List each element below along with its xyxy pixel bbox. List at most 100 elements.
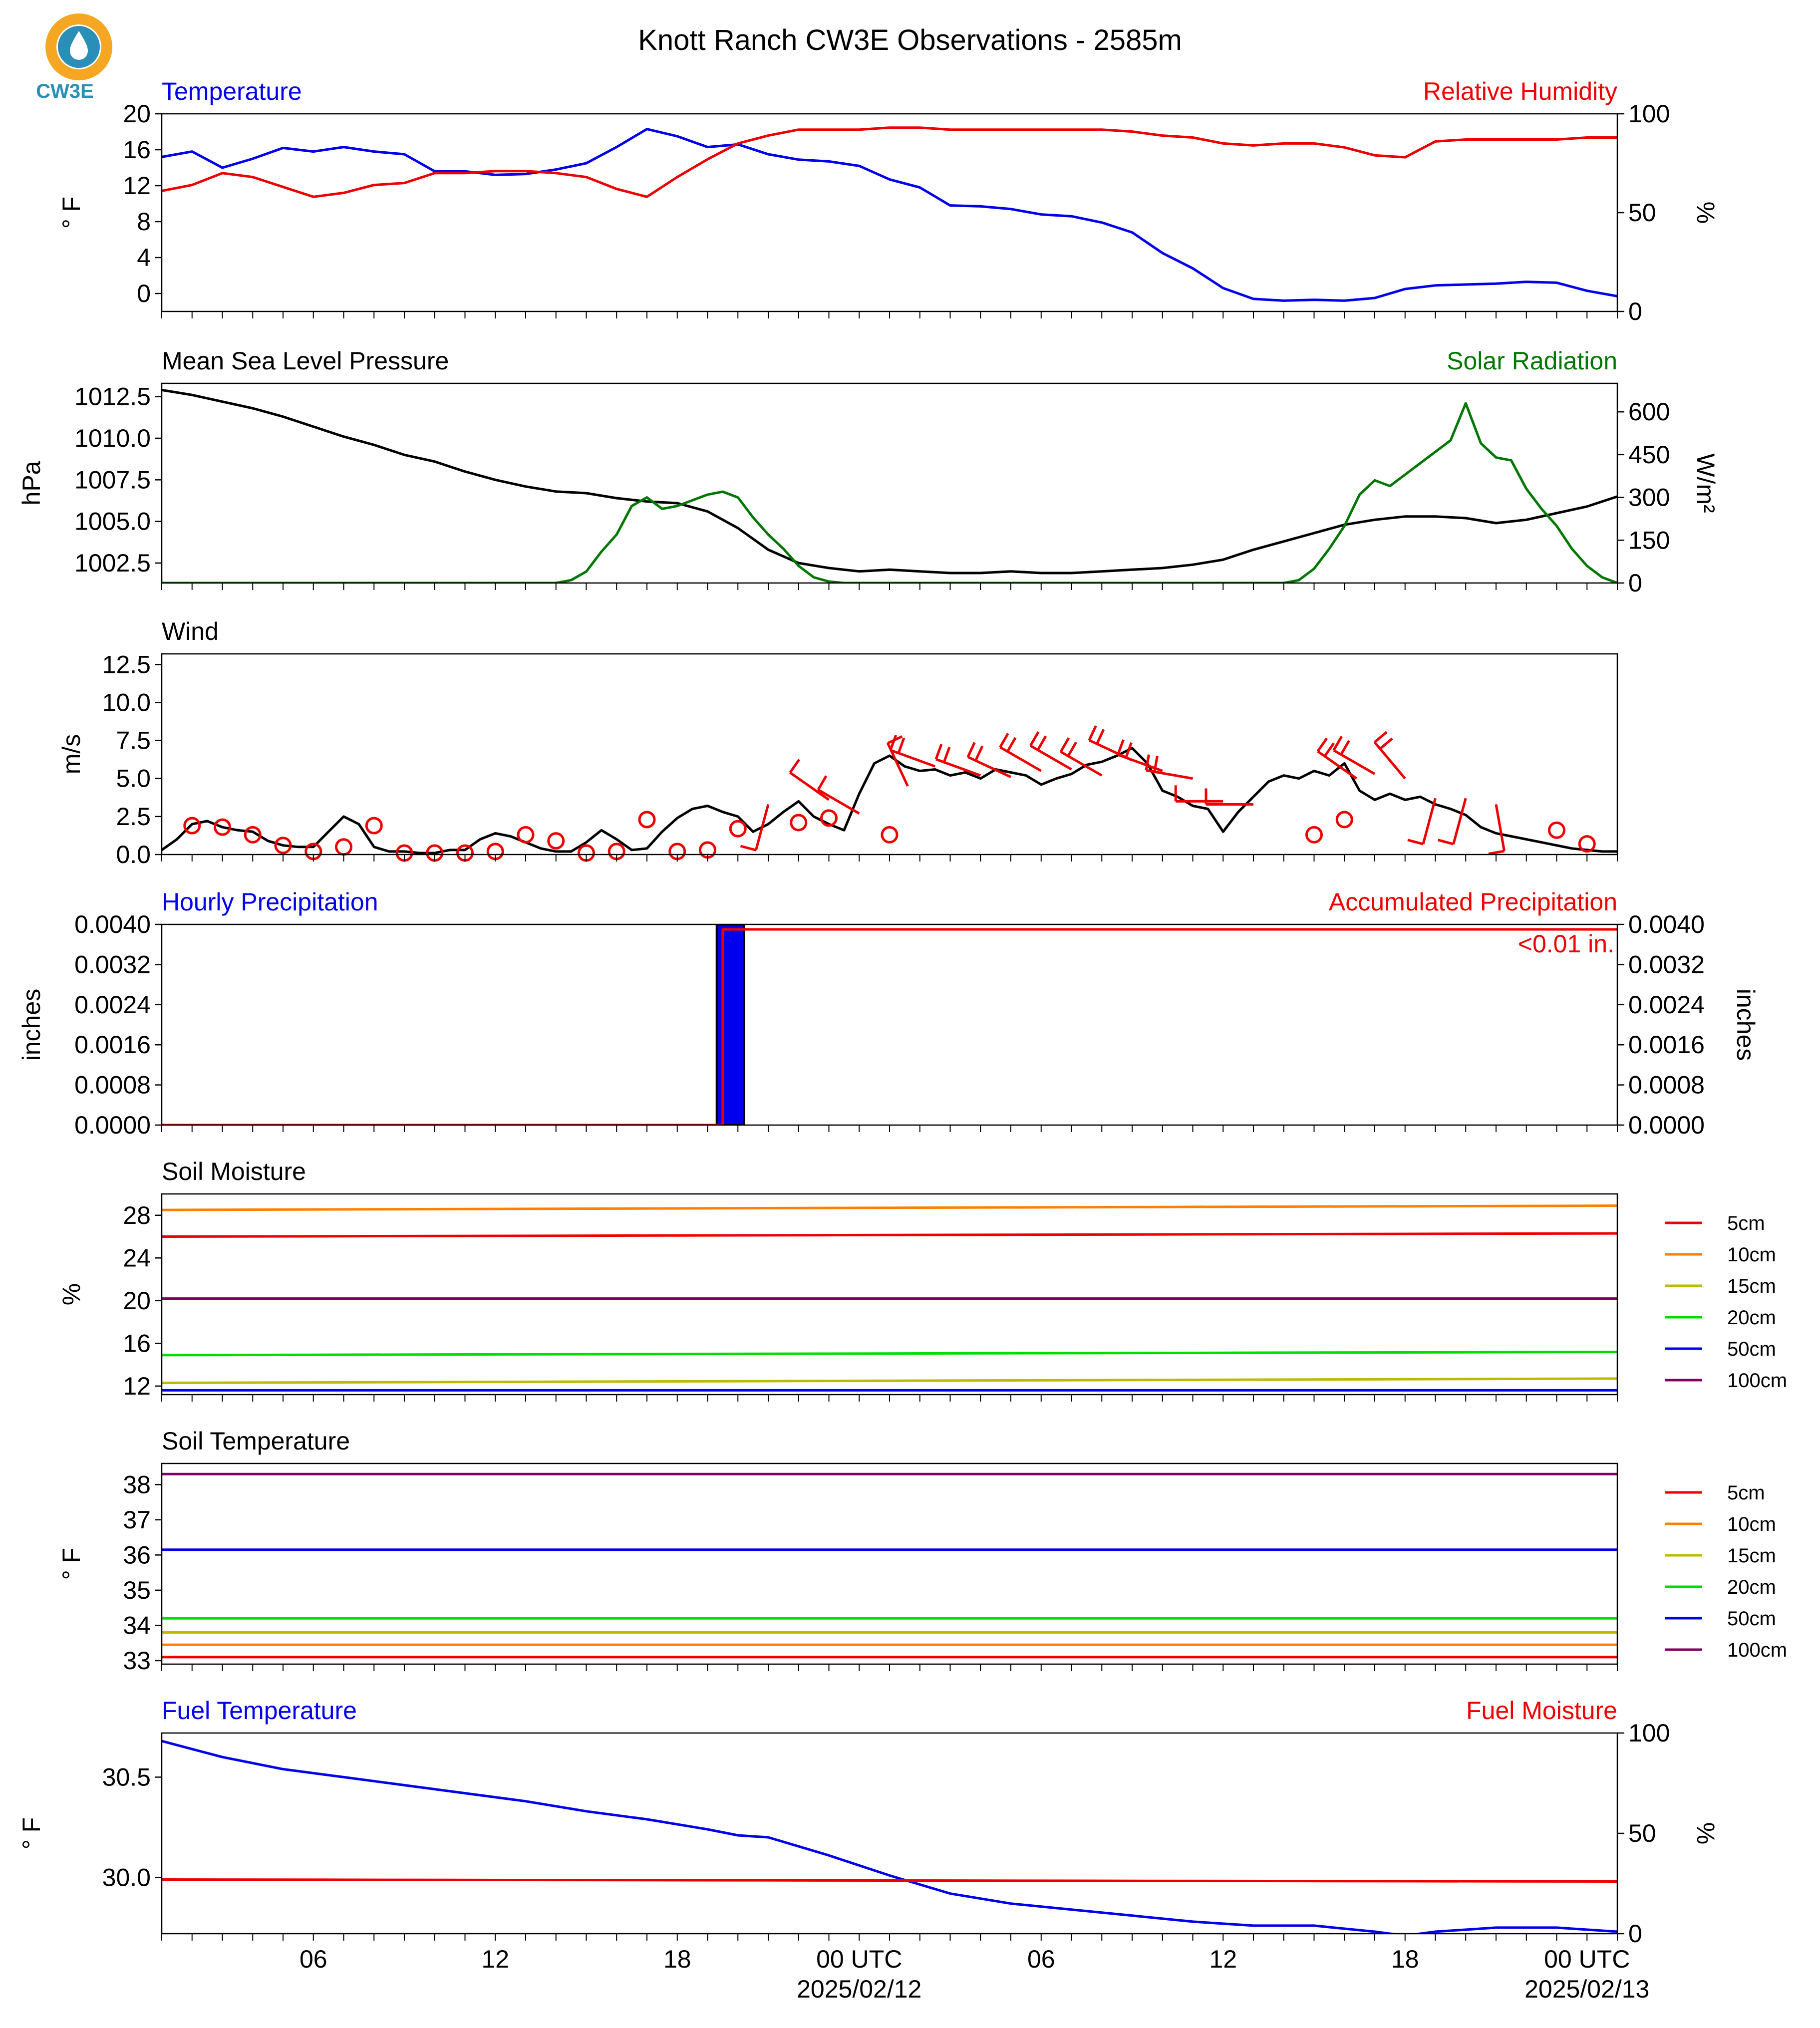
x-tick-label: 06 [1027, 1945, 1055, 1973]
wind-barb-flag [974, 745, 984, 761]
series-line-0 [162, 928, 1617, 1125]
wind-barb [934, 744, 981, 777]
series-line-1 [162, 126, 1617, 198]
panel-data [162, 747, 1617, 855]
y2-tick-label: 0 [1628, 297, 1642, 325]
y2-tick-label: 450 [1628, 441, 1670, 469]
legend-label: 20cm [1727, 1307, 1776, 1329]
series-line-15cm [162, 1377, 1617, 1384]
panel-frame [161, 113, 1618, 312]
wind-barb [889, 734, 935, 768]
panel-title-left: Fuel Temperature [162, 1697, 357, 1725]
wind-barb [789, 759, 830, 801]
y-tick-label: 4 [137, 244, 151, 272]
wind-barb [999, 733, 1042, 772]
y-tick-label: 35 [123, 1576, 151, 1604]
wind-barb-staff [1422, 798, 1437, 845]
panel-title-right: Solar Radiation [1447, 347, 1617, 375]
wind-barb-staff [817, 789, 860, 815]
y2-tick-label: 0.0040 [1628, 910, 1705, 938]
wind-barb-staff [1495, 804, 1506, 852]
wind-barb-staff [1029, 744, 1072, 771]
calm-circle [365, 817, 383, 835]
wind-barb-flag [942, 747, 951, 763]
wind-barb-flag [897, 737, 906, 754]
wind-barb-flag [1332, 736, 1343, 751]
series-line-20cm [162, 1351, 1617, 1357]
wind-barb-flag [1125, 742, 1133, 758]
wind-barb [966, 742, 1012, 778]
wind-barb-flag [1379, 737, 1393, 750]
x-tick-label: 06 [300, 1945, 327, 1973]
y2-tick-label: 50 [1628, 199, 1656, 227]
panel-data [162, 924, 1617, 1125]
wind-barb [1488, 804, 1506, 856]
y-axis-label: ° F [57, 1548, 85, 1580]
y-tick-label: 30.5 [102, 1763, 151, 1791]
wind-barb-flag [1407, 839, 1424, 846]
calm-circle [335, 838, 352, 856]
x-tick-label: 00 UTC [816, 1945, 902, 1973]
wind-barb-flag [1067, 741, 1077, 757]
legend-label: 15cm [1727, 1545, 1776, 1567]
panel-frame [161, 1193, 1618, 1396]
calm-circle [547, 832, 565, 850]
panel-frame [161, 382, 1618, 584]
y2-axis-label: % [1692, 202, 1720, 224]
legend-label: 10cm [1727, 1513, 1776, 1535]
legend-label: 15cm [1727, 1275, 1776, 1297]
y-tick-label: 16 [123, 136, 151, 164]
y2-axis-label: inches [1732, 989, 1760, 1061]
y-tick-label: 1005.0 [74, 508, 151, 536]
series-line-0 [162, 1739, 1617, 1934]
wind-barb [1174, 785, 1223, 803]
wind-barb-flag [1029, 731, 1040, 747]
wind-barb-flag [817, 775, 828, 791]
panel-precip: Hourly Precipitation Accumulated Precipit… [17, 888, 1760, 1139]
y-tick-label: 12.5 [102, 650, 151, 678]
legend: 5cm 10cm 15cm 20cm 50cm 100cm [1665, 1212, 1787, 1392]
y-tick-label: 12 [123, 1372, 151, 1400]
wind-barb [1205, 788, 1253, 806]
legend-label: 50cm [1727, 1608, 1776, 1630]
y-tick-label: 16 [123, 1329, 151, 1357]
wind-barb-flag [1438, 839, 1454, 846]
legend-label: 10cm [1727, 1244, 1776, 1266]
wind-barb-flag [1145, 754, 1150, 771]
calm-circle [881, 826, 899, 844]
wind-barb-staff [999, 746, 1042, 772]
x-tick-label: 12 [1209, 1945, 1237, 1973]
chart-title: Knott Ranch CW3E Observations - 2585m [638, 24, 1182, 56]
y2-axis-label: % [1692, 1822, 1720, 1844]
wind-barb [1029, 731, 1072, 771]
y-tick-label: 24 [123, 1244, 151, 1272]
y2-tick-label: 0.0032 [1628, 950, 1705, 978]
y-tick-label: 28 [123, 1201, 151, 1229]
wind-barb-flag [1488, 850, 1505, 856]
x-date-label: 2025/02/12 [797, 1975, 921, 2003]
y-tick-label: 37 [123, 1506, 151, 1534]
wind-barb-staff [789, 771, 830, 801]
series-line-1 [162, 402, 1617, 583]
calm-circle [820, 809, 838, 827]
y2-tick-label: 0.0008 [1628, 1071, 1705, 1099]
x-tick-label: 18 [1391, 1945, 1419, 1973]
wind-barb [1332, 736, 1376, 775]
wind-barb-flag [1059, 737, 1070, 753]
y-axis-label: inches [17, 989, 45, 1061]
series-line-1 [162, 1878, 1617, 1883]
panel-title-left: Temperature [162, 77, 302, 105]
calm-circle [729, 820, 747, 838]
y2-tick-label: 0.0024 [1628, 991, 1705, 1019]
calm-circle [1305, 826, 1323, 844]
calm-circle [1548, 821, 1565, 839]
calm-circle [183, 817, 201, 835]
y-tick-label: 0.0000 [74, 1111, 151, 1139]
y-axis-label: ° F [17, 1817, 45, 1849]
legend-label: 5cm [1727, 1482, 1765, 1504]
panel-soil_moisture: Soil Moisture1216202428%5cm10cm15cm20cm5… [57, 1158, 1787, 1402]
series-line-0 [162, 747, 1617, 855]
legend-label: 5cm [1727, 1212, 1765, 1234]
y-tick-label: 12 [123, 172, 151, 200]
wind-barb [1438, 798, 1467, 846]
